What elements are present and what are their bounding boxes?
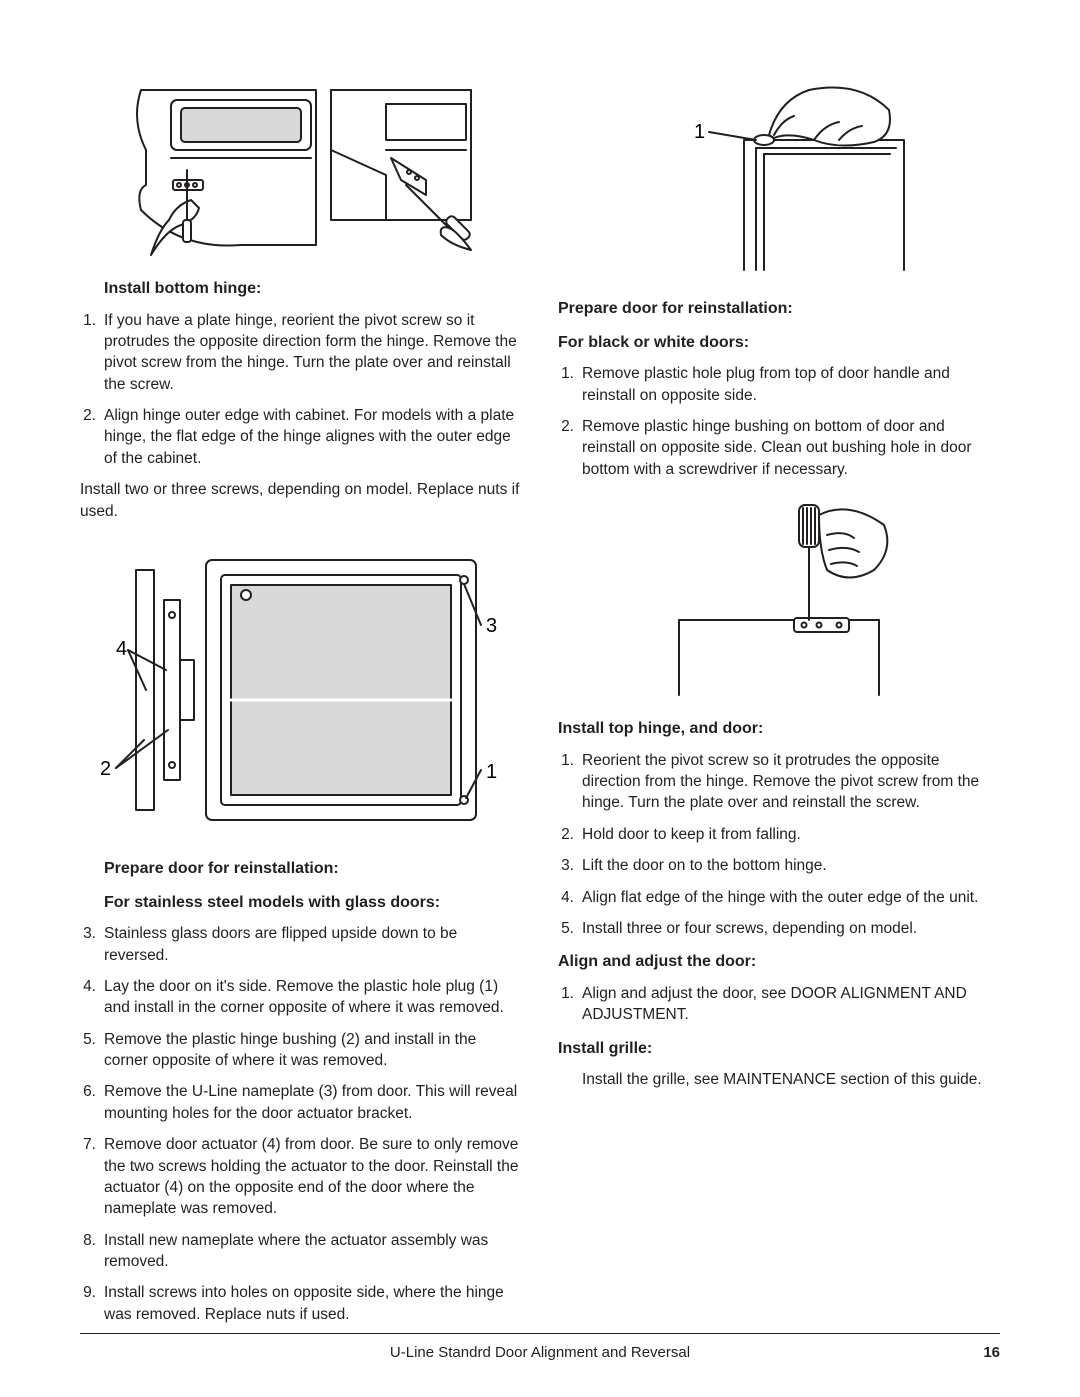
page-footer: U-Line Standrd Door Alignment and Revers…	[80, 1333, 1000, 1361]
list-stainless-glass: 3.Stainless glass doors are flipped upsi…	[80, 923, 522, 1325]
list-item: 2.Hold door to keep it from falling.	[558, 824, 1000, 845]
list-item: 1.Remove plastic hole plug from top of d…	[558, 363, 1000, 406]
list-item: 4.Align flat edge of the hinge with the …	[558, 887, 1000, 908]
list-item: 3.Stainless glass doors are flipped upsi…	[80, 923, 522, 966]
figure-door-callouts: 3 1 2 4	[86, 540, 516, 840]
page: Install bottom hinge: 1.If you have a pl…	[0, 0, 1080, 1397]
heading-align-adjust: Align and adjust the door:	[558, 951, 1000, 973]
callout-2: 2	[100, 758, 111, 780]
list-item: 2.Remove plastic hinge bushing on bottom…	[558, 416, 1000, 480]
callout-1-right: 1	[694, 121, 705, 143]
callout-3: 3	[486, 615, 497, 637]
list-item: 6.Remove the U-Line nameplate (3) from d…	[80, 1081, 522, 1124]
list-item: 3.Lift the door on to the bottom hinge.	[558, 855, 1000, 876]
figure-bottom-hinge	[121, 80, 481, 260]
heading-install-grille: Install grille:	[558, 1038, 1000, 1060]
list-install-top-hinge: 1.Reorient the pivot screw so it protrud…	[558, 750, 1000, 940]
list-item: 4.Lay the door on it's side. Remove the …	[80, 976, 522, 1019]
list-item: 5.Remove the plastic hinge bushing (2) a…	[80, 1029, 522, 1072]
heading-stainless-glass: For stainless steel models with glass do…	[104, 892, 522, 914]
heading-install-top-hinge: Install top hinge, and door:	[558, 718, 1000, 740]
right-column: 1 Prepare door for reinstallation: For b…	[558, 80, 1000, 1335]
list-black-white: 1.Remove plastic hole plug from top of d…	[558, 363, 1000, 480]
callout-1: 1	[486, 761, 497, 783]
list-item: 1.If you have a plate hinge, reorient th…	[80, 310, 522, 396]
list-item: 1.Reorient the pivot screw so it protrud…	[558, 750, 1000, 814]
list-item: 8.Install new nameplate where the actuat…	[80, 1230, 522, 1273]
heading-black-white: For black or white doors:	[558, 332, 1000, 354]
list-item: 2.Align hinge outer edge with cabinet. F…	[80, 405, 522, 469]
callout-4: 4	[116, 638, 127, 660]
paragraph-grille: Install the grille, see MAINTENANCE sect…	[582, 1069, 1000, 1090]
figure-hand-plug: 1	[624, 80, 934, 280]
two-column-layout: Install bottom hinge: 1.If you have a pl…	[80, 80, 1000, 1335]
figure-top-hinge	[649, 490, 909, 700]
list-item: 7.Remove door actuator (4) from door. Be…	[80, 1134, 522, 1220]
list-item: 9.Install screws into holes on opposite …	[80, 1282, 522, 1325]
heading-prepare-door-right: Prepare door for reinstallation:	[558, 298, 1000, 320]
list-item: 1.Align and adjust the door, see DOOR AL…	[558, 983, 1000, 1026]
footer-title: U-Line Standrd Door Alignment and Revers…	[390, 1344, 690, 1361]
footer-page-number: 16	[983, 1344, 1000, 1361]
heading-prepare-door-left: Prepare door for reinstallation:	[104, 858, 522, 880]
left-column: Install bottom hinge: 1.If you have a pl…	[80, 80, 522, 1335]
paragraph: Install two or three screws, depending o…	[80, 479, 522, 522]
list-align-adjust: 1.Align and adjust the door, see DOOR AL…	[558, 983, 1000, 1026]
heading-install-bottom-hinge: Install bottom hinge:	[104, 278, 522, 300]
footer-rule	[80, 1333, 1000, 1334]
list-install-bottom-hinge: 1.If you have a plate hinge, reorient th…	[80, 310, 522, 470]
list-item: 5.Install three or four screws, dependin…	[558, 918, 1000, 939]
